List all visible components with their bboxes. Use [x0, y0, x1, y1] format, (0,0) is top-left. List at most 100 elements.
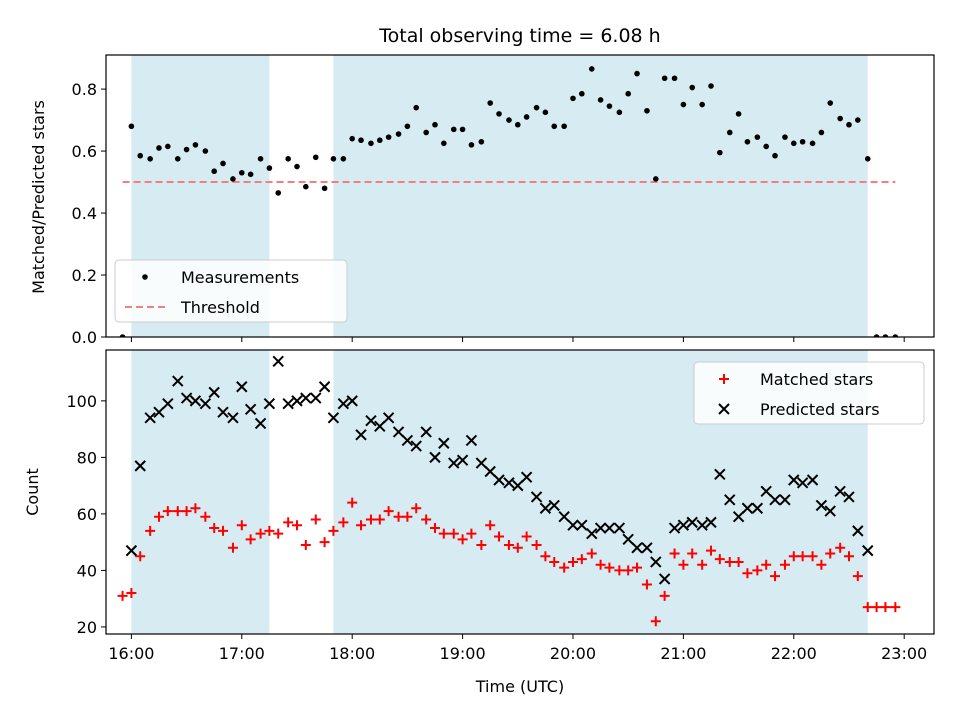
predicted-stars-point	[576, 519, 588, 531]
matched-stars-point	[356, 520, 367, 531]
predicted-stars-point	[236, 381, 248, 393]
legend-marker-x	[718, 403, 730, 415]
measurement-point	[312, 154, 319, 161]
chart-title: Total observing time = 6.08 h	[378, 25, 660, 47]
predicted-stars-point	[594, 522, 607, 534]
predicted-stars-point	[548, 499, 560, 512]
x-tick-label: 16:00	[108, 644, 154, 663]
predicted-stars-point	[724, 494, 736, 506]
predicted-stars-point	[438, 437, 450, 449]
measurement-point	[735, 111, 742, 117]
predicted-stars-point	[705, 516, 717, 529]
predicted-stars-point	[852, 525, 864, 537]
predicted-stars-point	[493, 474, 505, 486]
matched-stars-point	[429, 523, 440, 534]
predicted-stars-point	[484, 465, 496, 478]
matched-stars-point	[466, 528, 477, 539]
matched-stars-point	[190, 503, 201, 514]
predicted-stars-point	[677, 519, 690, 531]
measurement-point	[625, 90, 631, 97]
matched-stars-point	[328, 525, 339, 536]
predicted-stars-point	[769, 494, 781, 506]
measurement-point	[340, 156, 347, 162]
measurement-point	[579, 90, 585, 97]
matched-stars-point	[255, 528, 266, 539]
measurement-point	[699, 101, 705, 108]
predicted-stars-point	[603, 522, 616, 534]
predicted-stars-point	[355, 429, 367, 441]
matched-stars-point	[669, 548, 680, 559]
measurement-point	[846, 121, 852, 128]
predicted-stars-point	[448, 457, 460, 469]
measurement-point	[523, 114, 530, 120]
matched-stars-point	[117, 590, 128, 601]
measurement-point	[294, 163, 300, 170]
matched-stars-point	[779, 559, 790, 570]
predicted-stars-point	[796, 477, 809, 489]
predicted-stars-point	[456, 454, 469, 466]
predicted-stars-point	[475, 457, 488, 469]
matched-stars-point	[153, 511, 164, 522]
x-tick-label: 17:00	[219, 644, 265, 663]
top-y-tick-label: 0.2	[72, 266, 97, 285]
predicted-stars-point	[741, 502, 754, 514]
predicted-stars-point	[658, 573, 671, 585]
matched-stars-point	[687, 548, 698, 559]
predicted-stars-point	[788, 474, 800, 486]
measurement-point	[257, 156, 264, 162]
measurement-point	[404, 123, 411, 130]
matched-stars-point	[576, 554, 587, 565]
matched-stars-point	[172, 506, 183, 517]
predicted-stars-point	[272, 355, 284, 368]
measurement-point	[717, 149, 723, 156]
legend-label: Matched stars	[760, 370, 873, 389]
measurement-point	[192, 142, 199, 148]
predicted-stars-point	[696, 519, 708, 531]
predicted-stars-point	[613, 522, 626, 534]
bottom-legend-box	[693, 361, 925, 425]
predicted-stars-point	[410, 440, 422, 452]
matched-stars-point	[705, 545, 716, 556]
matched-stars-point	[300, 539, 311, 550]
matched-stars-point	[807, 551, 818, 562]
predicted-stars-point	[263, 397, 276, 410]
measurement-point	[211, 168, 217, 175]
predicted-stars-point	[714, 468, 726, 481]
predicted-stars-point	[824, 505, 836, 517]
predicted-stars-point	[834, 485, 846, 498]
matched-stars-point	[595, 559, 606, 570]
matched-stars-point	[485, 520, 496, 531]
matched-stars-point	[393, 511, 404, 522]
predicted-stars-point	[300, 392, 312, 404]
predicted-stars-point	[291, 395, 303, 407]
measurement-point	[156, 145, 162, 151]
matched-stars-point	[411, 503, 422, 514]
measurement-point	[772, 152, 778, 159]
predicted-stars-point	[374, 420, 386, 433]
measurement-point	[247, 171, 254, 178]
x-tick-label: 22:00	[771, 644, 817, 663]
matched-stars-point	[383, 506, 394, 517]
matched-stars-point	[549, 556, 560, 567]
measurement-point	[202, 148, 209, 154]
top-legend: Measurements Threshold	[114, 259, 348, 323]
matched-stars-point	[843, 551, 854, 562]
matched-stars-point	[623, 565, 634, 576]
top-y-tick-label: 0.8	[72, 80, 97, 99]
measurement-point	[275, 190, 282, 196]
measurement-point	[128, 123, 135, 130]
measurement-point	[561, 123, 567, 130]
measurement-point	[413, 104, 420, 111]
matched-stars-point	[126, 588, 137, 599]
measurement-point	[744, 138, 751, 145]
matched-stars-point	[797, 551, 808, 562]
measurement-point	[799, 138, 806, 145]
measurement-point	[892, 334, 899, 337]
matched-stars-point	[659, 590, 670, 601]
measurement-point	[837, 115, 843, 122]
matched-stars-point	[310, 514, 321, 525]
predicted-stars-point	[668, 522, 681, 534]
bottom-y-tick-label: 80	[77, 448, 97, 467]
matched-stars-point	[200, 511, 211, 522]
top-legend-box	[114, 259, 348, 323]
